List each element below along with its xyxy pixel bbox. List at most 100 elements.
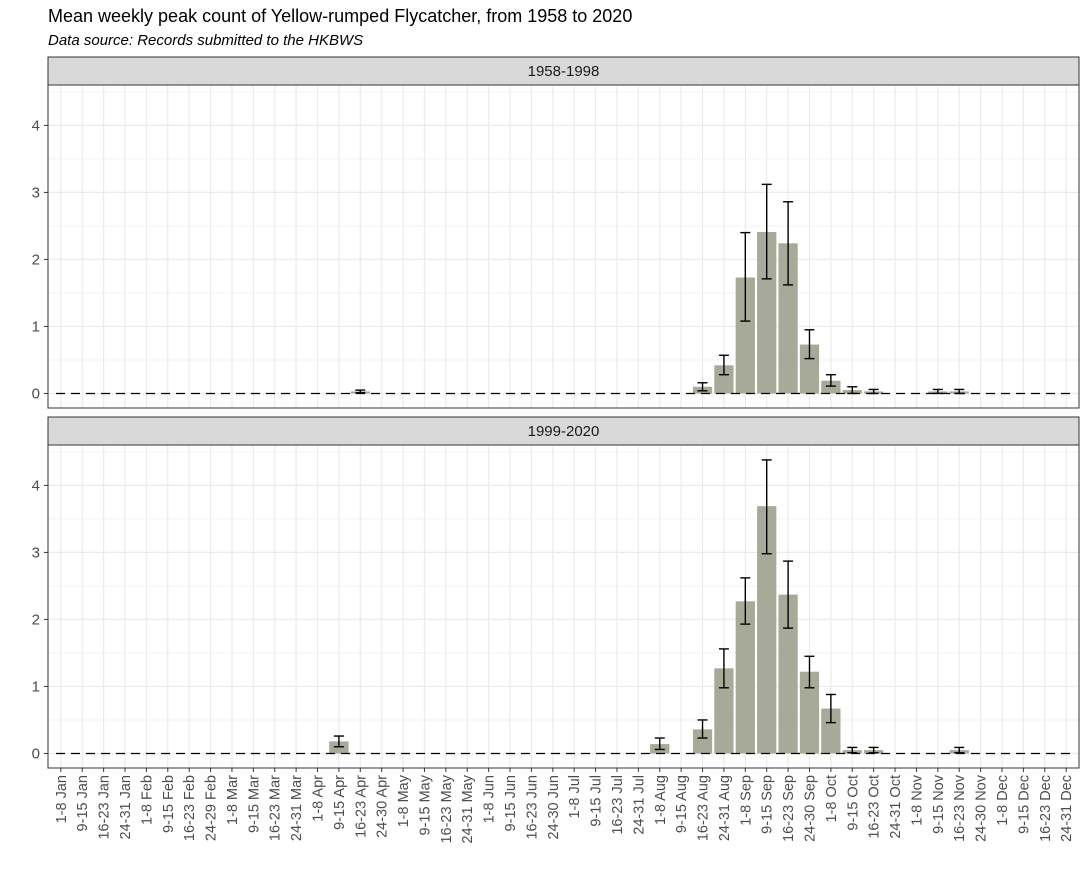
x-tick-label: 9-15 Apr xyxy=(332,775,348,830)
facet-label: 1958-1998 xyxy=(528,63,600,80)
y-tick-label: 0 xyxy=(32,745,40,762)
bar xyxy=(714,365,734,394)
facet-label: 1999-2020 xyxy=(528,423,600,440)
bar xyxy=(757,231,777,394)
panel-border xyxy=(47,84,1080,409)
y-tick-label: 0 xyxy=(32,385,40,402)
x-tick-label: 1-8 Oct xyxy=(824,775,840,823)
bar xyxy=(821,708,841,754)
x-tick-label: 1-8 May xyxy=(396,774,412,827)
x-tick-label: 16-23 Oct xyxy=(867,775,883,839)
y-tick-label: 2 xyxy=(32,611,40,628)
error-bar xyxy=(954,746,965,754)
x-tick-label: 1-8 Jan xyxy=(54,775,70,823)
x-tick-label: 16-23 Apr xyxy=(353,775,369,838)
error-bar xyxy=(697,719,708,739)
chart-title: Mean weekly peak count of Yellow-rumped … xyxy=(48,6,633,26)
x-tick-label: 9-15 Dec xyxy=(1016,775,1032,834)
error-bar xyxy=(804,329,815,360)
x-tick-label: 1-8 Feb xyxy=(139,775,155,825)
x-tick-label: 16-23 May xyxy=(439,774,455,843)
x-tick-label: 24-31 May xyxy=(460,774,476,843)
x-tick-label: 24-31 Mar xyxy=(289,775,305,841)
x-tick-label: 24-29 Feb xyxy=(204,775,220,841)
error-bar xyxy=(825,373,836,387)
x-tick-label: 16-23 Sep xyxy=(781,775,797,842)
panel-1958-1998: 1958-1998 0 1 2 3 4 xyxy=(32,56,1080,409)
error-bar xyxy=(804,655,815,689)
error-bar xyxy=(761,183,772,280)
x-tick-label: 1-8 Mar xyxy=(225,775,241,825)
x-tick-label: 24-30 Nov xyxy=(974,774,990,842)
y-tick-label: 3 xyxy=(32,184,40,201)
x-tick-label: 9-15 May xyxy=(417,774,433,835)
x-tick-label: 9-15 Jul xyxy=(589,775,605,827)
x-tick-label: 16-23 Mar xyxy=(268,775,284,841)
x-tick-label: 9-15 Sep xyxy=(760,775,776,834)
y-tick-label: 2 xyxy=(32,251,40,268)
x-tick-label: 24-31 Jan xyxy=(118,775,134,840)
x-tick-label: 1-8 Sep xyxy=(738,775,754,826)
error-bar xyxy=(847,746,858,754)
bar xyxy=(799,344,820,394)
error-bar xyxy=(932,388,943,395)
bar xyxy=(778,243,798,394)
error-bar xyxy=(868,746,879,754)
bar xyxy=(692,729,713,754)
x-tick-label: 24-30 Jun xyxy=(546,775,562,840)
x-tick-label: 9-15 Nov xyxy=(931,774,947,834)
facet-strip xyxy=(47,56,1080,86)
x-tick-label: 24-30 Apr xyxy=(375,775,391,838)
bar xyxy=(778,594,798,754)
x-tick-label: 1-8 Jun xyxy=(482,775,498,823)
y-tick-label: 4 xyxy=(32,477,40,494)
error-bar xyxy=(355,389,366,394)
x-tick-label: 1-8 Aug xyxy=(653,775,669,825)
x-tick-label: 24-30 Sep xyxy=(802,775,818,842)
error-bar xyxy=(697,382,708,392)
error-bar xyxy=(718,648,729,689)
x-tick-label: 1-8 Jul xyxy=(567,775,583,819)
x-tick-label: 16-23 Jan xyxy=(97,775,113,840)
chart-subtitle: Data source: Records submitted to the HK… xyxy=(48,32,364,49)
plot-area xyxy=(48,85,1079,408)
x-tick-label: 24-31 Oct xyxy=(888,775,904,839)
y-tick-label: 1 xyxy=(32,678,40,695)
y-tick-label: 4 xyxy=(32,117,40,134)
x-tick-label: 9-15 Mar xyxy=(246,775,262,833)
x-tick-label: 24-31 Aug xyxy=(717,775,733,841)
y-tick-label: 1 xyxy=(32,318,40,335)
x-tick-label: 16-23 Aug xyxy=(696,775,712,841)
x-tick-label: 9-15 Feb xyxy=(161,775,177,833)
bar xyxy=(757,506,777,754)
x-tick-label: 9-15 Jun xyxy=(503,775,519,831)
x-tick-label: 16-23 Dec xyxy=(1038,775,1054,842)
x-tick-label: 24-31 Dec xyxy=(1059,775,1075,842)
x-axis: 1-8 Jan 9-15 Jan 16-23 Jan 24-31 Jan 1-8 Feb… xyxy=(54,768,1075,844)
bar xyxy=(735,277,755,394)
error-bar xyxy=(718,354,729,376)
error-bar xyxy=(333,735,344,748)
error-bar xyxy=(740,231,751,322)
x-tick-label: 16-23 Nov xyxy=(952,774,968,842)
bar xyxy=(735,601,755,754)
error-bar xyxy=(654,737,665,751)
error-bar xyxy=(783,560,794,629)
x-tick-label: 9-15 Oct xyxy=(845,775,861,831)
bar xyxy=(821,380,841,394)
error-bar xyxy=(825,693,836,724)
x-tick-label: 9-15 Aug xyxy=(674,775,690,833)
bar xyxy=(714,668,734,754)
plot-area xyxy=(48,445,1079,768)
error-bar xyxy=(761,459,772,555)
bar xyxy=(799,671,820,754)
x-tick-label: 16-23 Jun xyxy=(524,775,540,840)
panel-1999-2020: 1999-2020 0 1 2 3 4 xyxy=(32,416,1080,769)
error-bar xyxy=(954,388,965,395)
x-tick-label: 1-8 Nov xyxy=(909,774,925,826)
facet-strip xyxy=(47,416,1080,446)
error-bar xyxy=(847,386,858,395)
x-tick-label: 1-8 Dec xyxy=(995,775,1011,826)
x-tick-label: 9-15 Jan xyxy=(75,775,91,831)
